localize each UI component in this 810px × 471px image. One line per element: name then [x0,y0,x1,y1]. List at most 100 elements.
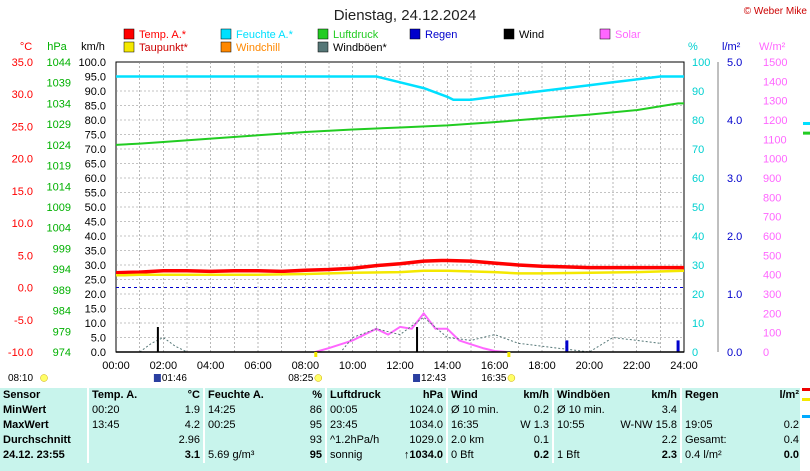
x-tick-label: 16:00 [481,360,509,372]
axis-tick-label-temp: 10.0 [12,218,33,230]
axis-tick-label-pressure: 1034 [47,98,71,110]
stats-header: Luftdruck [325,388,392,403]
axis-tick-label-humidity: 50 [692,202,704,214]
legend-label: Luftdruck [333,29,379,41]
x-tick-label: 18:00 [528,360,556,372]
legend-swatch [409,28,421,40]
axis-tick-label-rain: 4.0 [727,115,742,127]
legend-swatch [220,41,232,53]
stats-header: Temp. A. [87,388,148,403]
stats-table: Sensor Temp. A. °C Feuchte A. % Luftdruc… [0,388,800,471]
stats-cell [87,448,148,463]
x-tick-label: 04:00 [197,360,225,372]
stats-cell: 0.2 [783,419,799,431]
x-tick-label: 06:00 [244,360,272,372]
stats-cell: 0.4 l/m² [680,448,759,463]
axis-tick-label-wind: 35.0 [85,246,106,258]
stats-cell: 00:25 [203,418,284,433]
axis-tick-label-pressure: 1029 [47,119,71,131]
chart-title: Dienstag, 24.12.2024 [334,7,477,24]
stats-row-max: MaxWert 13:45 4.2 00:25 95 23:45 1034.0 … [0,418,802,433]
stats-header: Feuchte A. [203,388,284,403]
axis-tick-label-solar: 1300 [763,96,787,108]
stats-cell: 1034.0 [409,419,443,431]
stats-cell: 95 [309,449,322,461]
stats-cell: 19:05 [680,418,759,433]
legend-swatch [599,28,611,40]
axis-tick-label-temp: 20.0 [12,154,33,166]
stats-cell: 2.0 km [446,433,511,448]
axis-tick-label-solar: 1200 [763,115,787,127]
stats-cell: 00:05 [325,403,392,418]
x-tick-label: 14:00 [434,360,462,372]
legend-label: Temp. A.* [139,29,187,41]
stats-cell: 10:55 [552,418,615,433]
axis-tick-label-pressure: 1024 [47,140,71,152]
axis-tick-label-rain: 2.0 [727,231,742,243]
stats-row-min: MinWert 00:20 1.9 14:25 86 00:05 1024.0 … [0,403,802,418]
stats-cell: 13:45 [87,418,148,433]
sun-icon [314,374,323,382]
axis-tick-label-humidity: 100 [692,57,710,69]
sun-time-label: 08:25 [288,373,313,384]
legend-label: Windchill [236,42,280,54]
axis-tick-label-pressure: 974 [53,347,71,359]
moon-icon [40,374,48,382]
stats-header: km/h [651,389,677,401]
legend-swatch [317,28,329,40]
event-time-label: 01:46 [162,373,187,384]
stats-cell: 16:35 [446,418,511,433]
axis-tick-label-wind: 90.0 [85,86,106,98]
stats-cell: 5.69 g/m³ [203,448,284,463]
axis-tick-label-solar: 800 [763,192,781,204]
x-tick-label: 20:00 [576,360,604,372]
axis-tick-label-wind: 60.0 [85,173,106,185]
rain-bar [565,340,569,352]
stats-cell: 93 [309,434,322,446]
humidity-indicator [802,415,810,418]
weather-chart: Dienstag, 24.12.2024 © Weber Mike Temp. A.… [8,6,810,384]
axis-tick-label-wind: 20.0 [85,289,106,301]
legend-swatch [503,28,515,40]
axis-tick-label-pressure: 1039 [47,78,71,90]
axis-tick-label-solar: 600 [763,231,781,243]
stats-cell: 4.2 [184,419,200,431]
x-tick-label: 24:00 [670,360,698,372]
event-icon [413,374,421,382]
axis-tick-label-pressure: 979 [53,326,71,338]
legend-label: Windböen* [333,42,388,54]
stats-cell: W-NW 15.8 [620,419,677,431]
axis-tick-label-wind: 55.0 [85,188,106,200]
legend-swatch [317,41,329,53]
axis-tick-label-wind: 25.0 [85,275,106,287]
axis-tick-label-temp: 35.0 [12,57,33,69]
stats-cell [552,433,615,448]
axis-tick-label-wind: 10.0 [85,318,106,330]
series-line-taupunkt [116,269,685,277]
legend-label: Feuchte A.* [236,29,294,41]
stats-cell: 0 Bft [446,448,511,463]
stats-cell: sonnig [325,448,392,463]
axis-tick-label-humidity: 70 [692,144,704,156]
axis-unit-rain: l/m² [722,41,741,53]
axis-tick-label-pressure: 994 [53,264,71,276]
stats-cell: Ø 10 min. [446,403,511,418]
axis-tick-label-wind: 40.0 [85,231,106,243]
stats-cell: W 1.3 [520,419,549,431]
stats-cell: 2.3 [661,449,677,461]
axis-tick-label-temp: -10.0 [8,347,33,359]
stats-cell: 2.96 [178,434,200,446]
axis-tick-label-solar: 1000 [763,154,787,166]
axis-tick-label-wind: 85.0 [85,101,106,113]
axis-tick-label-wind: 0.0 [91,347,106,359]
legend-label: Taupunkt* [139,42,189,54]
axis-tick-label-wind: 65.0 [85,159,106,171]
axis-tick-label-solar: 900 [763,173,781,185]
stats-cell: 0.1 [533,434,549,446]
axis-tick-label-pressure: 984 [53,306,71,318]
series-line-feuchtea [116,75,684,101]
axis-tick-label-pressure: 999 [53,243,71,255]
stats-header: Wind [446,388,511,403]
stats-header: Windböen [552,388,615,403]
stats-cell: 0.2 [533,404,549,416]
